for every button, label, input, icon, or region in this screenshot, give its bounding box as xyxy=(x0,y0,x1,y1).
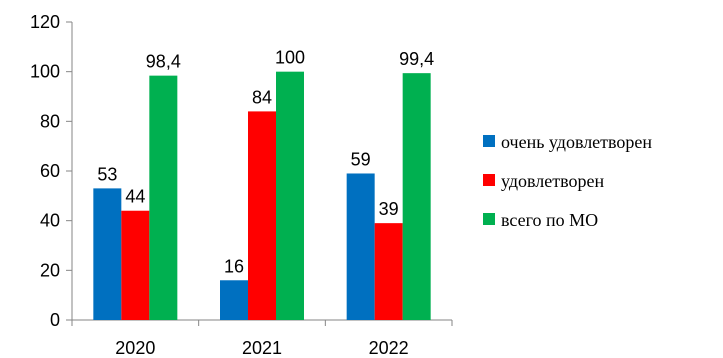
y-tick-label: 60 xyxy=(40,161,60,181)
bar xyxy=(93,188,122,320)
x-tick-label: 2022 xyxy=(369,338,409,358)
y-tick-label: 20 xyxy=(40,260,60,280)
y-tick-label: 40 xyxy=(40,211,60,231)
data-label: 59 xyxy=(351,149,371,169)
bar xyxy=(374,223,403,320)
y-tick-label: 120 xyxy=(30,12,60,32)
legend-swatch xyxy=(483,135,495,147)
bar xyxy=(149,75,178,320)
x-tick-label: 2020 xyxy=(115,338,155,358)
legend-swatch xyxy=(483,213,495,225)
data-label: 39 xyxy=(379,199,399,219)
y-tick-label: 80 xyxy=(40,111,60,131)
legend-label: очень удовлетворен xyxy=(501,132,652,152)
data-label: 99,4 xyxy=(399,49,434,69)
bar xyxy=(402,73,431,320)
bar xyxy=(248,111,276,321)
chart-bars xyxy=(93,71,431,321)
legend-swatch xyxy=(483,174,495,186)
bar xyxy=(220,280,248,320)
data-label: 44 xyxy=(125,187,145,207)
legend-label: всего по МО xyxy=(501,210,598,230)
data-label: 100 xyxy=(275,48,305,68)
bar xyxy=(346,173,375,320)
data-label: 84 xyxy=(252,87,272,107)
legend-label: удовлетворен xyxy=(501,171,604,191)
chart-legend: очень удовлетворен удовлетворен всего по М… xyxy=(483,132,652,230)
bar xyxy=(276,71,304,321)
data-label: 98,4 xyxy=(146,52,181,72)
y-tick-label: 0 xyxy=(50,310,60,330)
y-tick-label: 100 xyxy=(30,62,60,82)
data-label: 53 xyxy=(97,164,117,184)
chart-axes: 0 20 40 60 80 100 120 2020 2021 2022 xyxy=(30,12,453,358)
bar xyxy=(121,210,150,320)
data-label: 16 xyxy=(224,256,244,276)
x-tick-label: 2021 xyxy=(242,338,282,358)
